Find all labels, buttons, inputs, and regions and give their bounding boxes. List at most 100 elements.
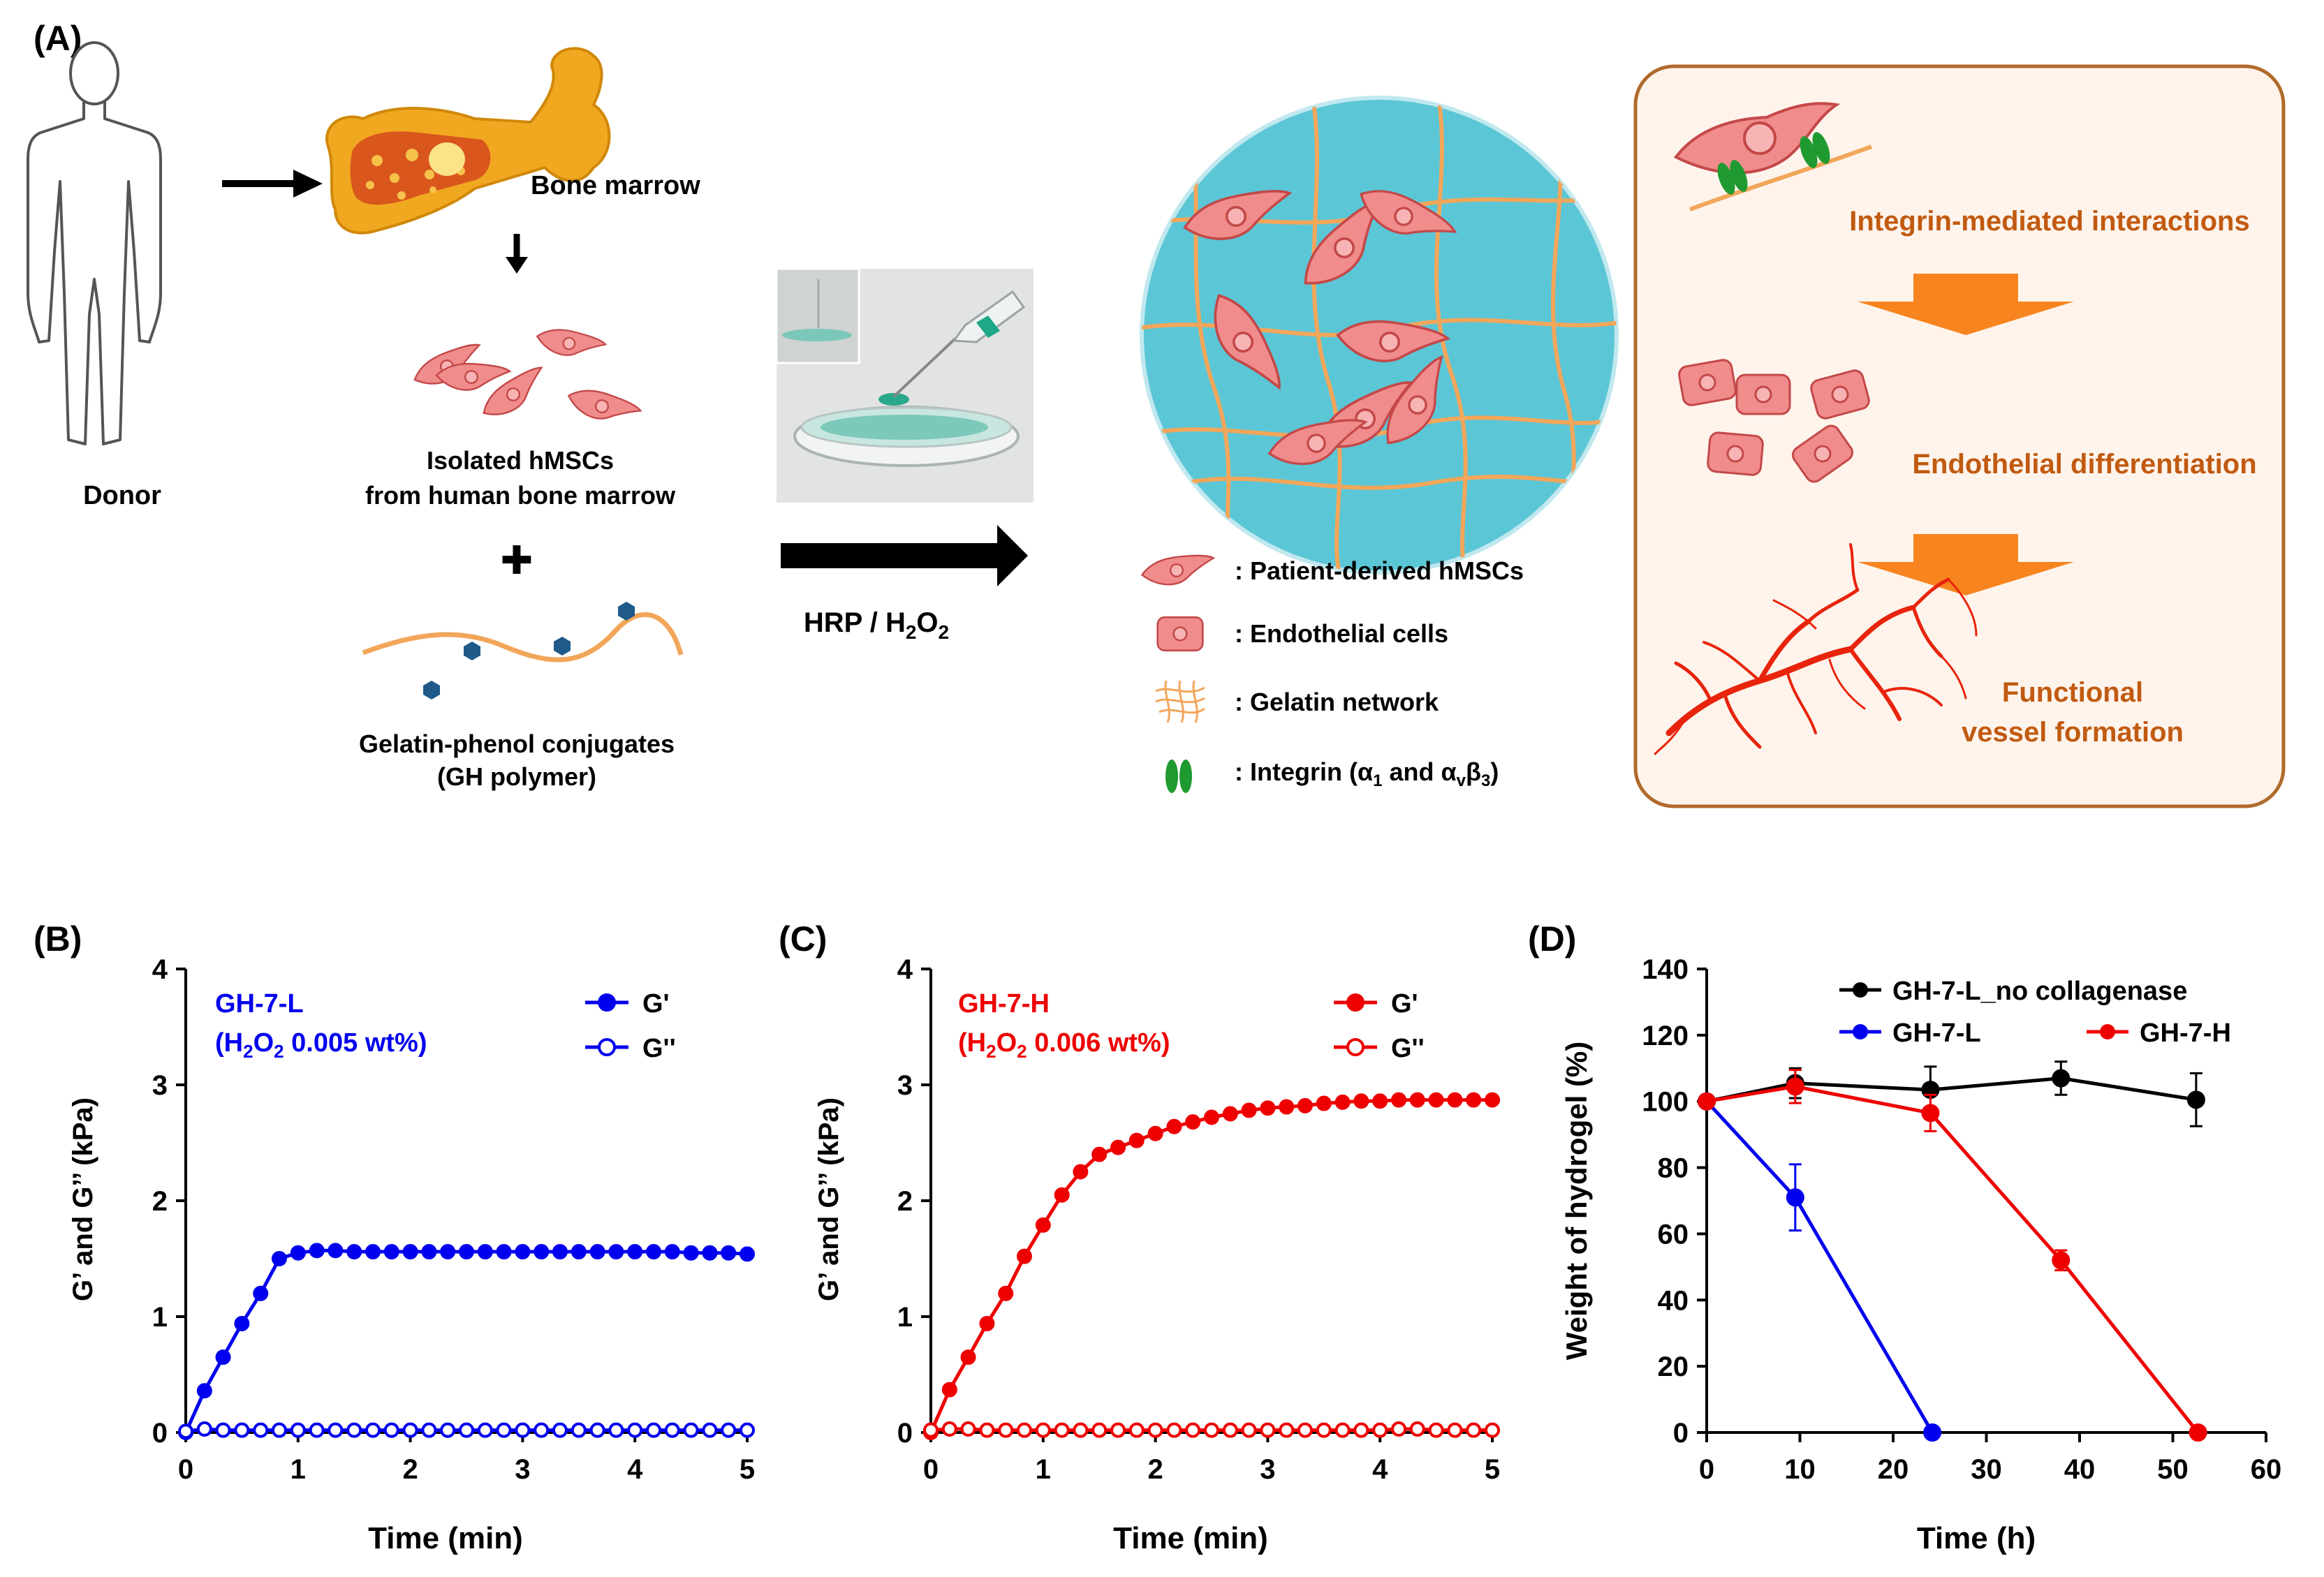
chart-b-series-0-point [440,1244,456,1260]
chart-b-x-tick-label: 5 [740,1454,755,1485]
chart-c-series-1-point [1353,1422,1369,1438]
chart-c-series-1-point [1279,1422,1295,1438]
panel-d-label: (D) [1528,919,1576,958]
chart-b-annotation-line1: GH-7-L [215,989,304,1019]
chart-c-series-1-point [1035,1422,1051,1438]
hydrogel-sphere [1140,96,1619,575]
chart-c-series-0-line [929,1098,1492,1434]
chart-d-series-0-point [2052,1069,2071,1088]
chart-b-series-1-point [253,1422,269,1438]
chart-c-series-1-point [1334,1422,1351,1438]
chart-c-series-0-point [1391,1092,1407,1108]
chart-c-y-tick-label: 0 [897,1418,913,1449]
chart-c-legend-marker-gprime [1346,993,1365,1012]
hmsc-label-line1: Isolated hMSCs [427,446,614,475]
chart-c-series-1-point [1297,1422,1313,1438]
chart-b-series-0-point [702,1245,718,1261]
chart-c-x-tick-label: 1 [1036,1454,1051,1485]
step1-label: Integrin-mediated interactions [1849,206,2249,237]
chart-b-series-1-point [346,1422,362,1438]
chart-b-y-tick-label: 4 [152,954,168,985]
chart-d-series-2-point [1698,1092,1716,1111]
chart-c-series-1-point [1073,1422,1089,1438]
chart-c-y-tick-label: 2 [897,1186,913,1217]
panel-c-label: (C) [779,919,827,958]
chart-d-legend-marker-l [1853,1024,1868,1039]
chart-c-series-1-point [1316,1422,1332,1438]
chart-c-series-0-point [1409,1092,1425,1108]
chart-b-series-1-point [328,1422,344,1438]
chart-b-series-1-point [178,1423,193,1439]
panel-a-label: (A) [34,19,82,58]
orange-arrow-down-icon [1858,274,2074,335]
chart-c-series-0-point [941,1382,957,1398]
chart-b-legend: G' G'' [585,989,676,1063]
chart-b-series-1-point [290,1422,306,1438]
chart-c-series-1-point [1204,1422,1219,1438]
chart-c-y-tick-label: 4 [897,954,913,985]
chart-b-series-1-point [459,1422,474,1438]
chart-d-x-tick-label: 50 [2157,1454,2189,1485]
vessel-network-icon [1654,543,1978,755]
chart-b: 0 1 2 3 4 5 0 1 2 3 4 GH-7-L (H2O2 0.005 wt%) G' G… [68,954,755,1555]
legend-endothelial: : Endothelial cells [1156,616,1448,652]
chart-c-series-0-point [1260,1100,1276,1116]
chart-c-series-1-point [1128,1422,1145,1438]
chart-c-series-1-point [1447,1422,1463,1438]
chart-c-series-0-point [1073,1164,1089,1180]
chart-c-series-0-point [1166,1118,1182,1134]
chart-c-series-0-point [1054,1187,1070,1203]
chart-b-series-1-point [740,1422,755,1438]
chart-d-y-tick-label: 140 [1642,954,1689,985]
donor-label: Donor [83,481,161,510]
chart-c-series-1-point [1054,1422,1070,1438]
legend-endothelial-label: : Endothelial cells [1235,619,1448,648]
chart-c-series-1-point [1185,1422,1201,1438]
chart-c-series-1-point [1241,1422,1257,1438]
chart-c-series-1-point [1428,1422,1444,1438]
chart-d-series-1-point [1786,1188,1804,1207]
chart-c-series-1-point [1147,1422,1163,1438]
chart-c-annotation-line2: (H2O2 0.006 wt%) [958,1028,1170,1062]
chart-b-series-0-point [552,1244,568,1260]
chart-b-series-0-point [459,1244,474,1260]
chart-b-xlabel: Time (min) [368,1521,523,1555]
chart-b-series-0-point [515,1244,531,1260]
legend-integrin: : Integrin (α1 and αvβ3) [1165,757,1499,793]
chart-b-x-tick-label: 1 [290,1454,306,1485]
chart-d-legend: GH-7-L_no collagenase GH-7-L GH-7-H [1839,977,2231,1048]
legend-hmscs: : Patient-derived hMSCs [1141,554,1524,586]
chart-c-series-1-point [1166,1422,1182,1438]
chart-d-legend-h: GH-7-H [2140,1019,2231,1048]
chart-c-series-1-point [1016,1422,1032,1438]
arrow-right-icon [222,170,323,198]
chart-d-legend-marker-control [1853,982,1868,998]
chart-b-legend-gdouble: G'' [642,1034,676,1063]
chart-b-series-0-point [196,1383,212,1399]
injection-photo [775,267,1034,503]
chart-d-series-1-point [1923,1423,1942,1442]
orange-arrow-down-icon-2 [1858,534,2074,595]
chart-b-series-1-point [589,1422,605,1438]
chart-b-series-1-point [664,1422,680,1438]
chart-d-series-2-point [1921,1104,1940,1123]
chart-c-series-0-point [1110,1139,1126,1155]
chart-b-series-0-point [683,1245,699,1261]
chart-c-series-0-point [998,1285,1014,1301]
chart-c-series-1-point [998,1422,1014,1438]
chart-c-y-tick-label: 3 [897,1070,913,1101]
chart-b-legend-gprime: G' [642,989,670,1019]
arrow-right-big-icon [781,525,1028,586]
chart-d-series-2-point [2052,1251,2071,1270]
chart-c: 0 1 2 3 4 5 0 1 2 3 4 GH-7-H (H2O2 0.006 wt%) G' G… [814,954,1500,1555]
chart-c-legend-gdouble: G'' [1391,1034,1425,1063]
chart-b-series-1-point [383,1422,399,1438]
chart-c-series-0-point [1016,1248,1032,1264]
chart-d-y-tick-label: 60 [1658,1219,1689,1250]
chart-d-x-tick-label: 20 [1878,1454,1909,1485]
chart-d-legend-marker-h [2100,1024,2115,1039]
chart-c-series-0-point [1485,1092,1500,1108]
chart-c-series-0-point [979,1315,995,1331]
polymer-label-line1: Gelatin-phenol conjugates [359,730,675,758]
legend-gelatin: : Gelatin network [1155,680,1439,723]
